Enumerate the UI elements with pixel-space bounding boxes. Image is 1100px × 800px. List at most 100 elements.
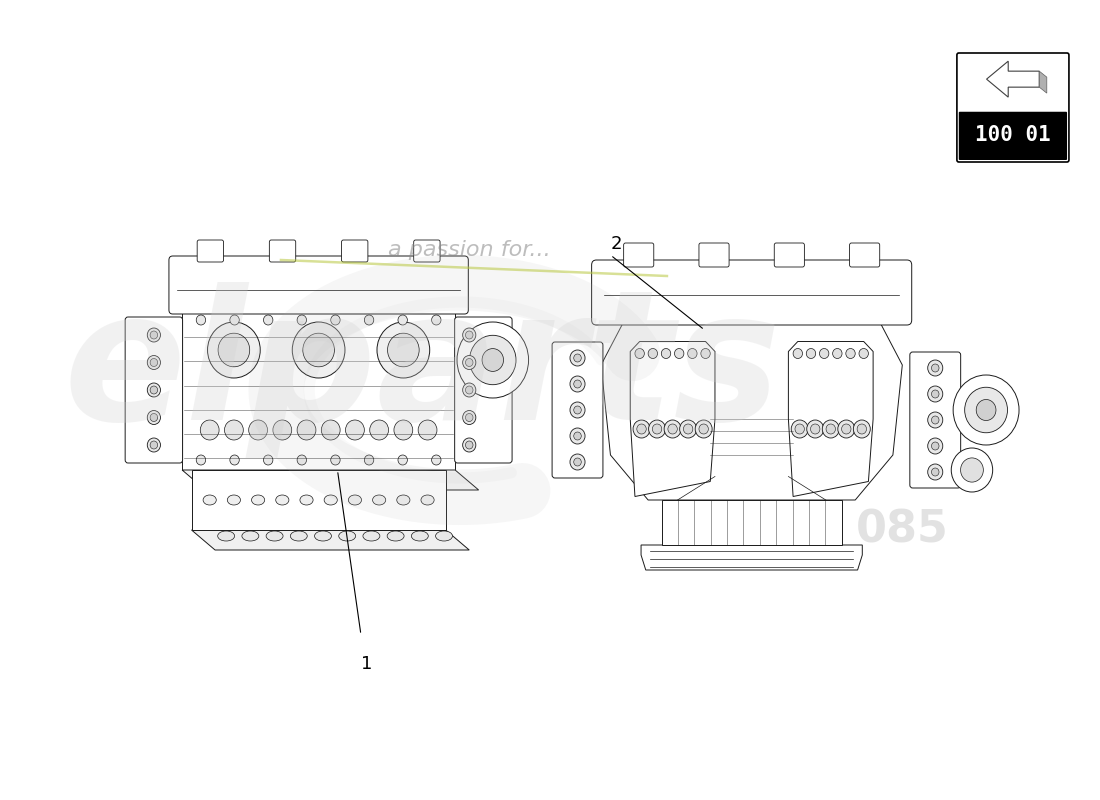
Polygon shape [1040, 71, 1047, 93]
Circle shape [147, 383, 161, 397]
Ellipse shape [266, 531, 283, 541]
Circle shape [932, 364, 939, 372]
Circle shape [648, 349, 658, 358]
Circle shape [695, 420, 712, 438]
Circle shape [833, 349, 843, 358]
Circle shape [976, 399, 996, 421]
Polygon shape [630, 342, 715, 497]
Circle shape [661, 349, 671, 358]
Circle shape [465, 441, 473, 449]
Ellipse shape [315, 531, 331, 541]
FancyBboxPatch shape [957, 53, 1069, 162]
Circle shape [680, 420, 696, 438]
Circle shape [482, 349, 504, 371]
Ellipse shape [276, 495, 289, 505]
Circle shape [846, 349, 855, 358]
Circle shape [470, 335, 516, 385]
FancyBboxPatch shape [169, 256, 469, 314]
Circle shape [791, 420, 808, 438]
Circle shape [806, 349, 816, 358]
Ellipse shape [397, 495, 410, 505]
Circle shape [200, 420, 219, 440]
Ellipse shape [436, 531, 452, 541]
Circle shape [570, 350, 585, 366]
Circle shape [456, 322, 529, 398]
Ellipse shape [300, 495, 313, 505]
FancyBboxPatch shape [910, 352, 960, 488]
Polygon shape [183, 470, 479, 490]
Circle shape [264, 315, 273, 325]
Circle shape [649, 420, 666, 438]
Circle shape [230, 315, 240, 325]
Circle shape [574, 380, 581, 388]
Circle shape [574, 458, 581, 466]
Circle shape [249, 420, 267, 440]
Text: 085: 085 [856, 509, 948, 551]
FancyBboxPatch shape [270, 240, 296, 262]
Circle shape [570, 454, 585, 470]
FancyBboxPatch shape [125, 317, 183, 463]
Circle shape [150, 441, 157, 449]
Circle shape [264, 455, 273, 465]
FancyBboxPatch shape [414, 240, 440, 262]
Circle shape [574, 406, 581, 414]
Circle shape [965, 387, 1008, 433]
Circle shape [820, 349, 829, 358]
Circle shape [683, 424, 693, 434]
Text: 100 01: 100 01 [975, 126, 1050, 146]
Circle shape [795, 424, 804, 434]
Circle shape [688, 349, 697, 358]
Circle shape [431, 315, 441, 325]
Circle shape [953, 375, 1019, 445]
Circle shape [463, 410, 476, 425]
Circle shape [297, 455, 307, 465]
FancyBboxPatch shape [454, 317, 513, 463]
Circle shape [674, 349, 684, 358]
Polygon shape [789, 342, 873, 497]
Circle shape [150, 414, 157, 422]
Circle shape [345, 420, 364, 440]
Text: 1: 1 [361, 655, 373, 673]
Circle shape [208, 322, 261, 378]
Circle shape [927, 464, 943, 480]
Ellipse shape [349, 495, 362, 505]
Circle shape [570, 376, 585, 392]
Circle shape [811, 424, 819, 434]
FancyBboxPatch shape [959, 112, 1067, 160]
Ellipse shape [387, 531, 404, 541]
Circle shape [150, 386, 157, 394]
Text: a passion for...: a passion for... [388, 240, 551, 260]
Ellipse shape [290, 531, 307, 541]
Circle shape [932, 390, 939, 398]
Circle shape [634, 420, 650, 438]
Circle shape [793, 349, 803, 358]
Circle shape [570, 402, 585, 418]
FancyBboxPatch shape [698, 243, 729, 267]
Circle shape [398, 315, 407, 325]
Ellipse shape [421, 495, 434, 505]
Circle shape [150, 358, 157, 366]
Circle shape [960, 458, 983, 482]
Polygon shape [601, 320, 902, 500]
Circle shape [826, 424, 836, 434]
Circle shape [364, 455, 374, 465]
Circle shape [806, 420, 824, 438]
Circle shape [932, 442, 939, 450]
FancyBboxPatch shape [341, 240, 367, 262]
Ellipse shape [218, 531, 234, 541]
FancyBboxPatch shape [624, 243, 653, 267]
Circle shape [394, 420, 412, 440]
Circle shape [418, 420, 437, 440]
Circle shape [465, 331, 473, 339]
Ellipse shape [339, 531, 355, 541]
Ellipse shape [252, 495, 265, 505]
Ellipse shape [228, 495, 241, 505]
Circle shape [147, 355, 161, 370]
Circle shape [150, 331, 157, 339]
Bar [959, 55, 1066, 112]
Circle shape [698, 424, 708, 434]
Circle shape [927, 360, 943, 376]
Circle shape [927, 438, 943, 454]
Circle shape [668, 424, 678, 434]
Circle shape [370, 420, 388, 440]
